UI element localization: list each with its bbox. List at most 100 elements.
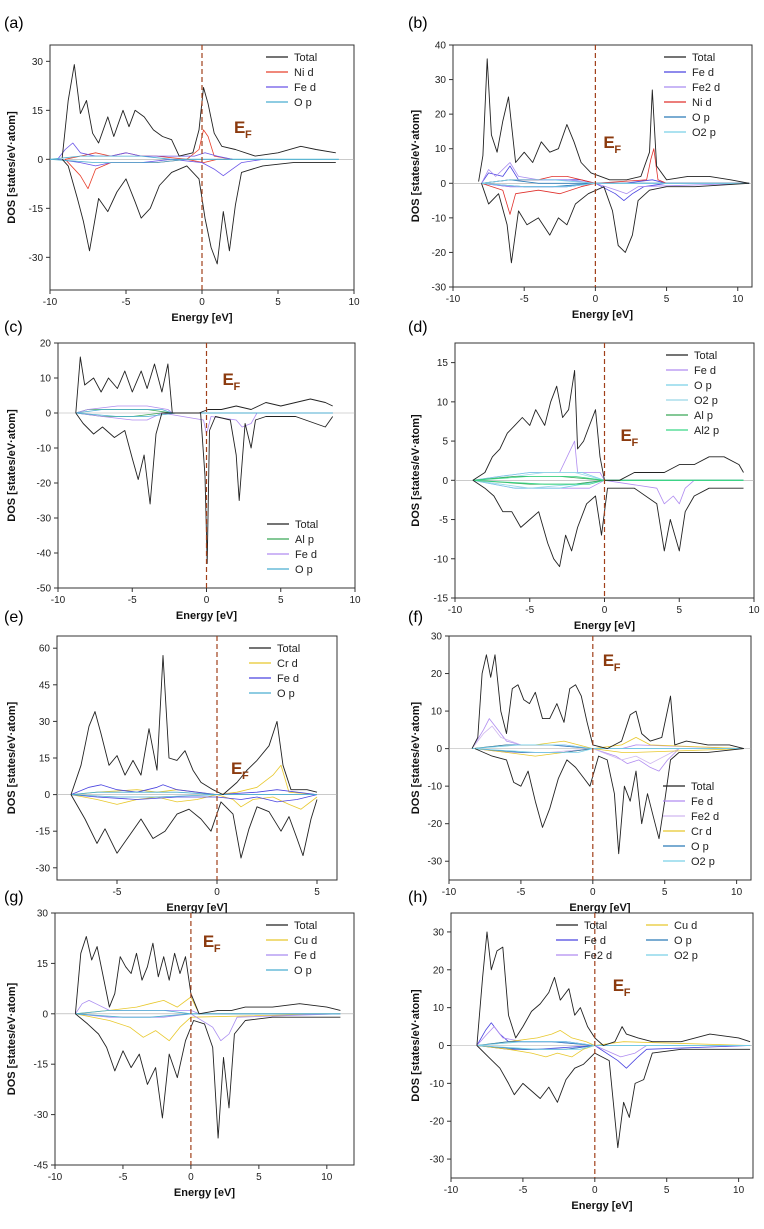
legend-entry: O2 p — [694, 395, 718, 407]
series-line-fe-d-up — [70, 784, 318, 795]
plot-frame — [54, 912, 355, 1166]
series-line-ni-d-dn — [64, 158, 233, 190]
y-tick-label: 20 — [431, 669, 443, 680]
series-line-al2-p-dn — [472, 479, 744, 485]
x-tick-label: -10 — [442, 887, 457, 898]
dos-panel-7: (h) -10 -5 0 5 10 -30 -20 -10 0 10 20 30 Energy [eV] D… — [408, 889, 754, 1212]
series-line-fe-d-dn — [57, 158, 263, 177]
series-line-total-dn — [61, 158, 336, 265]
fermi-level-subscript: F — [245, 129, 252, 141]
series-line-fe-d-dn — [472, 479, 744, 505]
series-line-o-p-dn — [70, 794, 317, 798]
series-line-cu-d-up — [476, 1030, 751, 1046]
series-line-o-p-up — [49, 155, 339, 160]
y-tick-label: -20 — [430, 1117, 445, 1128]
y-tick-label: 15 — [39, 754, 51, 765]
y-tick-label: 30 — [32, 57, 44, 68]
y-axis-label: DOS [states/eV·atom] — [410, 414, 422, 527]
y-tick-label: 15 — [32, 106, 44, 117]
dos-panel-1: (b) -10 -5 0 5 10 -30 -20 -10 0 10 20 30 40 Energy [eV… — [408, 15, 753, 321]
legend-entry: O p — [691, 841, 709, 853]
x-tick-label: -10 — [448, 605, 463, 616]
legend-entry: Fe2 d — [692, 82, 720, 94]
legend-entry: O2 p — [674, 950, 698, 962]
y-tick-label: 0 — [438, 1041, 444, 1052]
y-tick-label: -15 — [29, 204, 44, 215]
x-tick-label: 10 — [748, 605, 760, 616]
x-tick-label: 0 — [590, 887, 596, 898]
x-axis-label: Energy [eV] — [176, 610, 237, 622]
y-tick-label: 30 — [37, 909, 49, 920]
x-axis-label: Energy [eV] — [569, 902, 630, 914]
legend-entry: Al p — [694, 410, 713, 422]
y-tick-label: -5 — [439, 515, 448, 526]
x-tick-label: 5 — [275, 297, 281, 308]
legend-entry: Fe d — [694, 365, 716, 377]
y-tick-label: 30 — [39, 717, 51, 728]
y-tick-label: 0 — [436, 744, 442, 755]
y-tick-label: -30 — [29, 253, 44, 264]
x-tick-label: -5 — [518, 1185, 527, 1196]
fermi-level-label: E — [203, 932, 214, 951]
fermi-level-label: E — [231, 759, 242, 778]
x-axis-label: Energy [eV] — [171, 312, 232, 324]
x-tick-label: -10 — [446, 294, 461, 305]
y-tick-label: -20 — [428, 819, 443, 830]
y-tick-label: 20 — [433, 965, 445, 976]
dos-panel-5: (f) -10 -5 0 5 10 -30 -20 -10 0 10 20 30 Energy [eV] D… — [408, 609, 752, 914]
legend-entry: Fe d — [295, 549, 317, 561]
y-axis-label: DOS [states/eV·atom] — [410, 701, 422, 814]
fermi-level-subscript: F — [242, 770, 249, 782]
legend-entry: Total — [277, 643, 300, 655]
x-tick-label: 5 — [314, 887, 320, 898]
panel-label: (a) — [4, 15, 24, 32]
y-tick-label: 30 — [435, 75, 447, 86]
x-tick-label: 0 — [188, 1172, 194, 1183]
x-tick-label: 5 — [664, 294, 670, 305]
x-tick-label: -5 — [516, 887, 525, 898]
series-line-total-up — [70, 655, 318, 796]
legend-entry: Fe d — [584, 935, 606, 947]
series-line-al-p-up — [472, 475, 744, 481]
x-tick-label: 0 — [602, 605, 608, 616]
series-line-o2-p-dn — [474, 748, 744, 753]
fermi-level-subscript: F — [614, 144, 621, 156]
x-tick-label: -10 — [51, 595, 66, 606]
y-axis-label: DOS [states/eV·atom] — [410, 109, 422, 222]
panel-label: (d) — [408, 319, 428, 336]
series-line-cu-d-up — [75, 996, 341, 1015]
legend-entry: Total — [584, 920, 607, 932]
panel-label: (f) — [408, 609, 423, 626]
legend-entry: O p — [277, 688, 295, 700]
series-line-total-up — [476, 931, 751, 1046]
y-tick-label: -10 — [428, 782, 443, 793]
legend-entry: Fe d — [294, 950, 316, 962]
series-line-total-dn — [75, 412, 334, 564]
legend-entry: Ni d — [294, 67, 314, 79]
y-tick-label: -30 — [37, 514, 52, 525]
series-line-fe2-d-dn — [481, 182, 750, 195]
y-tick-label: 10 — [40, 374, 52, 385]
legend-entry: Total — [694, 350, 717, 362]
plot-frame — [448, 635, 752, 881]
panel-label: (h) — [408, 889, 428, 906]
legend-entry: Total — [691, 781, 714, 793]
x-tick-label: 5 — [662, 887, 668, 898]
y-tick-label: -10 — [432, 213, 447, 224]
y-tick-label: -30 — [34, 1110, 49, 1121]
y-tick-label: 30 — [433, 927, 445, 938]
series-line-o2-p-dn — [472, 479, 744, 489]
series-line-o2-p-dn — [481, 182, 750, 188]
y-tick-label: -10 — [430, 1079, 445, 1090]
y-tick-label: 0 — [44, 790, 50, 801]
series-line-fe-d-up — [481, 165, 750, 184]
legend-entry: Fe d — [277, 673, 299, 685]
x-tick-label: 0 — [593, 294, 599, 305]
legend-entry: Fe2 d — [691, 811, 719, 823]
y-tick-label: -20 — [37, 479, 52, 490]
fermi-level-subscript: F — [234, 381, 241, 393]
y-axis-label: DOS [states/eV·atom] — [410, 989, 422, 1102]
series-line-total-dn — [476, 1045, 751, 1149]
y-tick-label: -30 — [36, 863, 51, 874]
x-tick-label: -5 — [128, 595, 137, 606]
